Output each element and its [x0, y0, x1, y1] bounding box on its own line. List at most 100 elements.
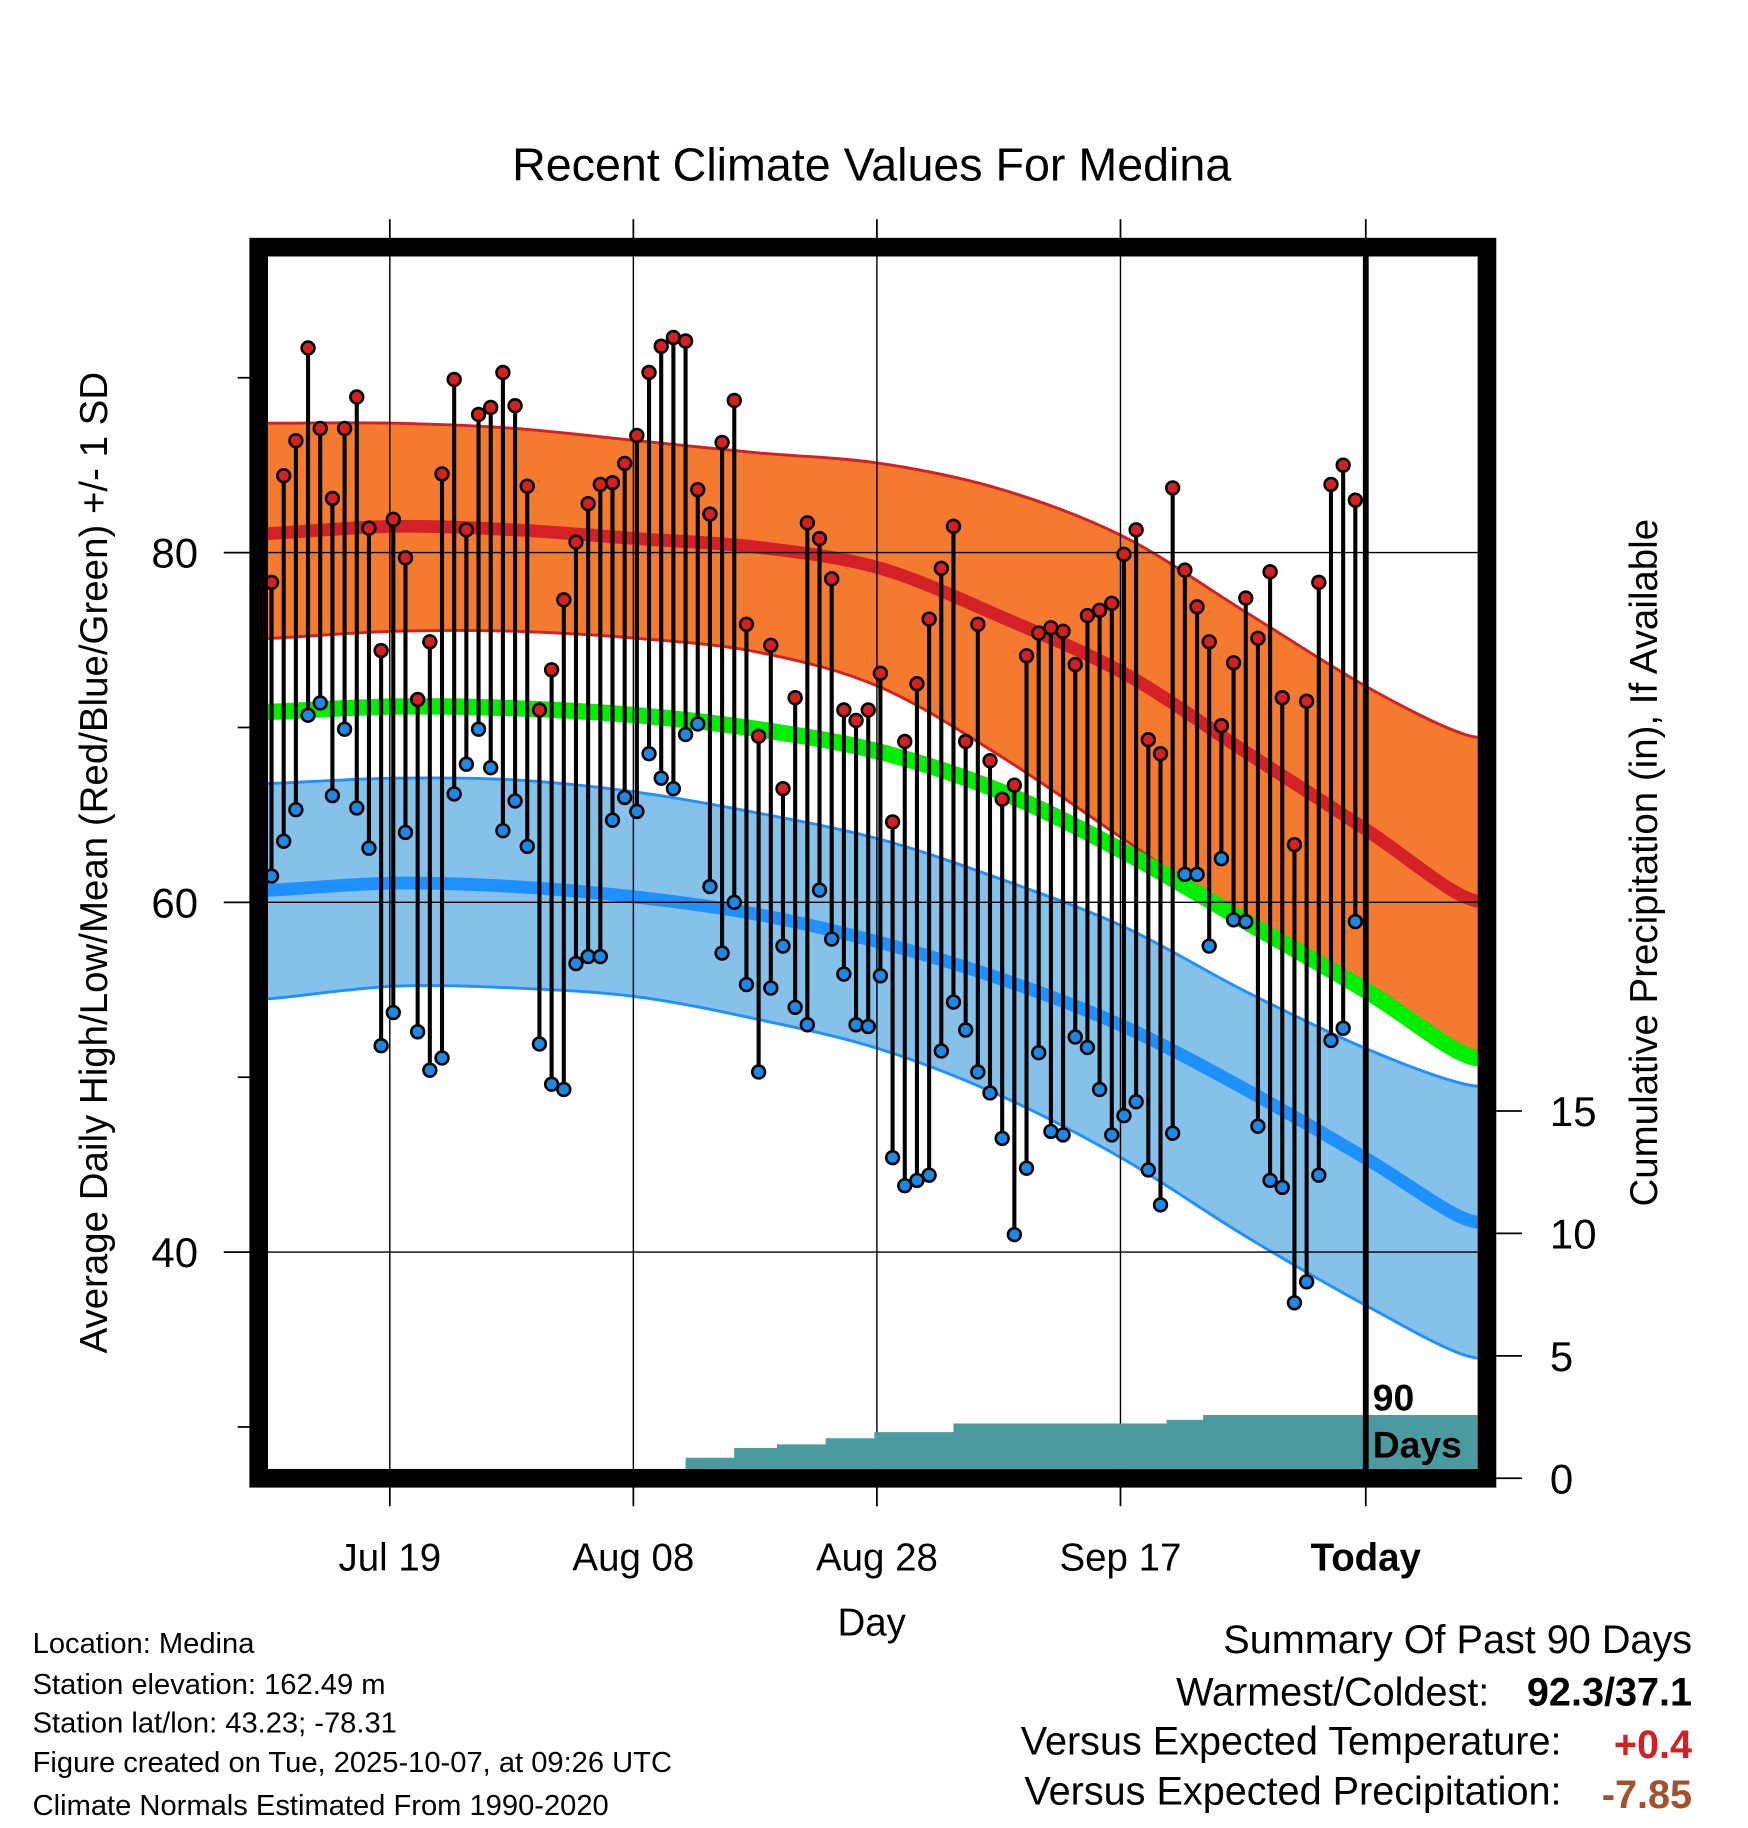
daily-high-point: [1213, 718, 1230, 734]
daily-low-point: [276, 833, 292, 849]
daily-low-point: [775, 938, 791, 954]
daily-high-point: [422, 634, 438, 650]
elevation-text: Station elevation: 162.49 m: [33, 1669, 386, 1701]
daily-high-point: [860, 702, 876, 718]
daily-high-point: [409, 691, 426, 708]
daily-points-layer: [268, 329, 1364, 1311]
daily-low-point: [1177, 866, 1193, 883]
daily-high-point: [945, 518, 962, 535]
daily-high-point: [1140, 732, 1157, 748]
daily-high-point: [1152, 746, 1169, 762]
daily-low-point: [1213, 850, 1230, 867]
daily-high-point: [300, 340, 316, 356]
daily-high-point: [1091, 602, 1108, 618]
daily-high-point: [1177, 562, 1193, 578]
grid-lines: [268, 256, 1478, 1469]
daily-high-point: [872, 665, 889, 681]
daily-high-point: [1238, 590, 1254, 606]
daily-high-point: [531, 702, 548, 718]
daily-high-point: [349, 389, 365, 405]
daily-low-point: [1031, 1045, 1047, 1061]
daily-high-point: [836, 702, 852, 718]
daily-low-point: [763, 980, 779, 996]
daily-low-point: [397, 824, 414, 841]
precipitation-layer: [685, 1414, 1478, 1469]
daily-low-point: [690, 716, 706, 732]
daily-high-point: [641, 364, 657, 381]
summary-title: Summary Of Past 90 Days: [1223, 1618, 1692, 1662]
daily-low-point: [1067, 1029, 1083, 1045]
location-text: Location: Medina: [33, 1628, 256, 1660]
daily-low-point: [824, 931, 840, 947]
daily-low-point: [738, 976, 755, 993]
daily-high-point: [811, 530, 828, 547]
daily-low-point: [860, 1018, 876, 1035]
daily-high-point: [787, 690, 803, 706]
x-tick-label: Aug 28: [816, 1536, 938, 1579]
axes: Jul 19 Aug 08 Aug 28 Sep 17 Today 80 60 40 15 10 5…: [151, 219, 1597, 1579]
daily-high-point: [1067, 656, 1083, 673]
daily-low-point: [507, 793, 523, 809]
daily-high-point: [1043, 620, 1059, 636]
daily-low-point: [616, 789, 633, 806]
daily-high-point: [483, 399, 499, 416]
x-tick-label: Today: [1311, 1536, 1422, 1579]
daily-low-point: [1335, 1020, 1351, 1036]
daily-high-point: [994, 791, 1010, 807]
daily-high-point: [775, 780, 791, 797]
daily-low-point: [409, 1024, 426, 1040]
daily-high-point: [361, 520, 377, 536]
daily-high-point: [982, 753, 998, 769]
y-right-tick-label: 5: [1550, 1333, 1573, 1380]
daily-high-point: [921, 611, 937, 627]
summary-panel: Summary Of Past 90 Days Warmest/Coldest:…: [1021, 1618, 1692, 1817]
daily-high-point: [1311, 574, 1327, 591]
daily-low-point: [1286, 1295, 1303, 1311]
low-sd-band-lower-edge: [268, 984, 1478, 1360]
daily-low-point: [434, 1050, 450, 1066]
y-tick-label: 60: [151, 879, 198, 926]
daily-low-point: [836, 966, 852, 982]
daily-low-point: [702, 878, 718, 895]
daily-low-point: [568, 955, 584, 972]
y-right-tick-label: 10: [1550, 1211, 1597, 1258]
daily-low-point: [933, 1043, 949, 1059]
normals-layer: [268, 421, 1478, 1360]
daily-low-point: [665, 780, 682, 797]
daily-low-point: [1128, 1094, 1144, 1110]
normals-text: Climate Normals Estimated From 1990-2020: [33, 1790, 609, 1822]
daily-low-point: [726, 894, 742, 911]
daily-low-point: [921, 1167, 937, 1183]
daily-low-point: [385, 1004, 401, 1021]
daily-low-point: [470, 721, 487, 737]
daily-low-point: [1311, 1167, 1327, 1183]
daily-high-point: [824, 571, 840, 587]
daily-high-point: [1262, 564, 1278, 580]
daily-low-point: [1043, 1123, 1059, 1140]
daily-high-point: [592, 476, 609, 493]
daily-low-point: [1116, 1107, 1132, 1124]
warmest-value: 92.3/37.1: [1527, 1671, 1692, 1715]
daily-high-point: [1286, 836, 1303, 853]
daily-high-point: [1189, 599, 1205, 615]
daily-low-point: [787, 999, 803, 1015]
daily-low-point: [677, 726, 694, 743]
daily-low-point: [324, 787, 341, 804]
daily-low-point: [446, 786, 462, 802]
y-tick-label: 40: [151, 1229, 198, 1276]
daily-high-point: [604, 474, 621, 491]
daily-high-point: [653, 338, 669, 354]
daily-high-point: [897, 733, 913, 750]
daily-low-point: [653, 770, 669, 786]
daily-high-point: [507, 398, 523, 414]
daily-high-point: [446, 371, 462, 388]
daily-high-point: [1116, 546, 1132, 563]
daily-high-point: [629, 427, 645, 444]
period-label-number: 90: [1373, 1377, 1414, 1419]
daily-low-point: [531, 1036, 548, 1052]
daily-low-point: [641, 746, 657, 762]
daily-high-point: [1250, 630, 1266, 646]
daily-high-point: [933, 560, 949, 577]
daily-high-point: [884, 814, 901, 830]
